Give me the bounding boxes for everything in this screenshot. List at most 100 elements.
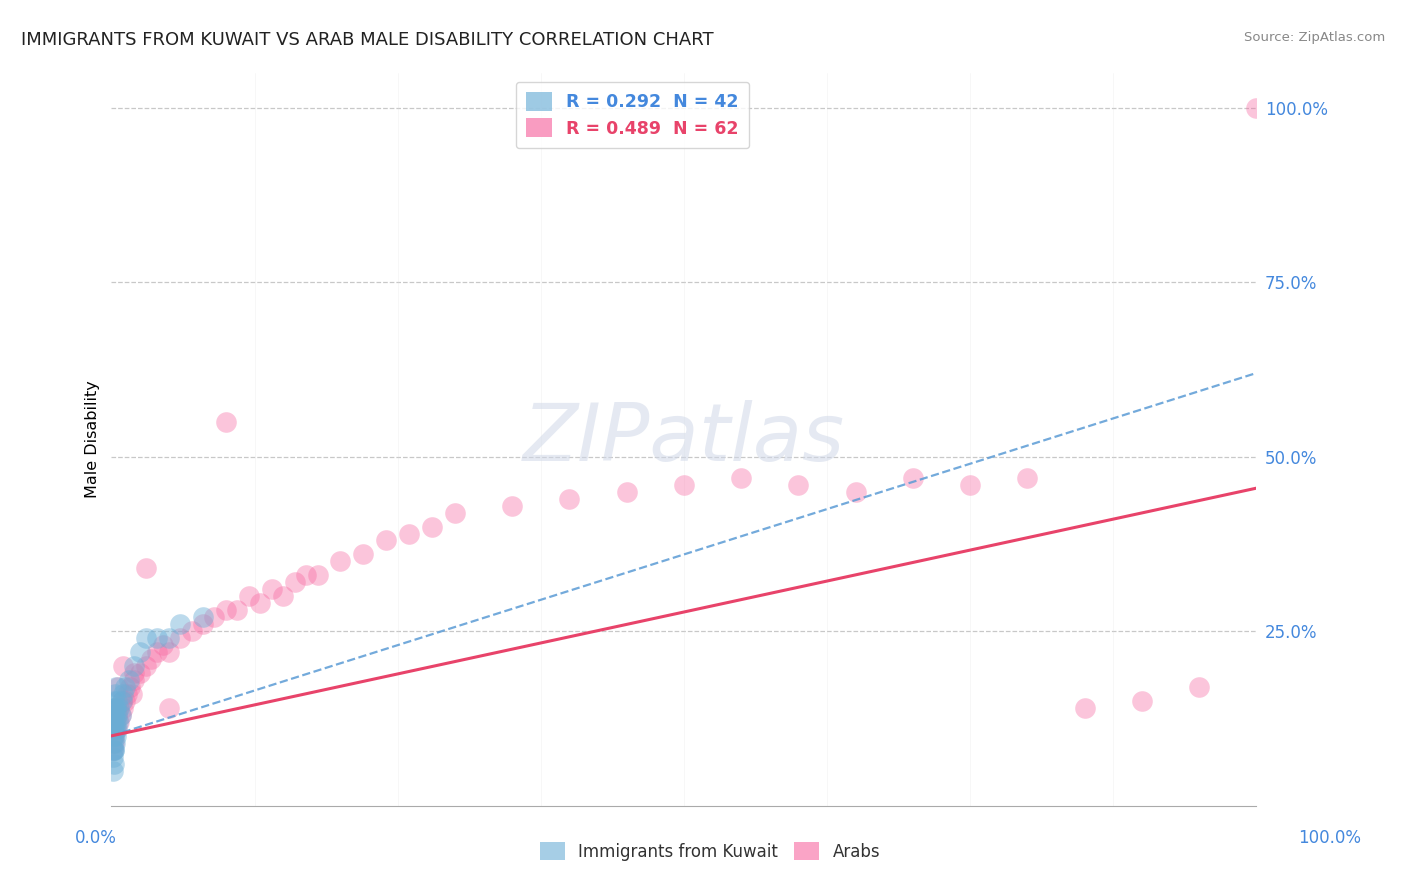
Point [616, 484, 638, 499]
Point [103, 714, 125, 729]
Point [215, 415, 238, 429]
Point [135, 631, 157, 645]
Text: 100.0%: 100.0% [1299, 829, 1361, 847]
Text: IMMIGRANTS FROM KUWAIT VS ARAB MALE DISABILITY CORRELATION CHART: IMMIGRANTS FROM KUWAIT VS ARAB MALE DISA… [21, 31, 714, 49]
Point [111, 694, 134, 708]
Point [146, 645, 169, 659]
Legend: R = 0.292  N = 42, R = 0.489  N = 62: R = 0.292 N = 42, R = 0.489 N = 62 [516, 82, 749, 148]
Point [105, 722, 128, 736]
Point [101, 729, 124, 743]
Point [135, 561, 157, 575]
Point [124, 659, 146, 673]
Point [111, 694, 134, 708]
Point [249, 596, 271, 610]
Point [107, 714, 129, 729]
Point [238, 590, 260, 604]
Point [420, 519, 443, 533]
Point [105, 707, 128, 722]
Point [558, 491, 581, 506]
Point [1188, 680, 1211, 694]
Point [135, 659, 157, 673]
Point [104, 729, 127, 743]
Point [295, 568, 318, 582]
Point [157, 645, 180, 659]
Point [124, 666, 146, 681]
Point [105, 694, 128, 708]
Point [103, 736, 125, 750]
Point [101, 764, 124, 778]
Legend: Immigrants from Kuwait, Arabs: Immigrants from Kuwait, Arabs [533, 836, 887, 868]
Point [129, 666, 152, 681]
Point [284, 575, 307, 590]
Point [111, 659, 134, 673]
Point [103, 729, 125, 743]
Point [117, 687, 139, 701]
Point [352, 548, 374, 562]
Point [107, 680, 129, 694]
Point [307, 568, 329, 582]
Point [104, 707, 127, 722]
Point [169, 631, 191, 645]
Point [104, 701, 127, 715]
Point [329, 554, 352, 568]
Point [129, 645, 152, 659]
Point [215, 603, 238, 617]
Point [104, 687, 127, 701]
Point [103, 743, 125, 757]
Point [104, 736, 127, 750]
Y-axis label: Male Disability: Male Disability [86, 380, 100, 499]
Point [101, 714, 124, 729]
Point [104, 701, 127, 715]
Point [114, 694, 136, 708]
Point [398, 526, 420, 541]
Point [204, 610, 226, 624]
Point [787, 477, 810, 491]
Point [110, 707, 132, 722]
Point [375, 533, 398, 548]
Point [191, 617, 214, 632]
Point [271, 590, 294, 604]
Point [730, 471, 752, 485]
Point [101, 743, 124, 757]
Point [105, 707, 128, 722]
Point [121, 687, 143, 701]
Point [103, 756, 125, 771]
Point [103, 722, 125, 736]
Point [104, 714, 127, 729]
Point [1073, 701, 1095, 715]
Point [141, 652, 163, 666]
Text: 0.0%: 0.0% [75, 829, 117, 847]
Point [104, 680, 127, 694]
Point [180, 624, 202, 639]
Point [103, 694, 125, 708]
Point [901, 471, 924, 485]
Point [103, 743, 125, 757]
Point [110, 707, 132, 722]
Point [108, 701, 131, 715]
Point [1130, 694, 1153, 708]
Point [959, 477, 981, 491]
Point [101, 722, 124, 736]
Point [152, 638, 174, 652]
Point [117, 673, 139, 687]
Point [124, 673, 146, 687]
Point [226, 603, 249, 617]
Point [157, 701, 180, 715]
Point [101, 743, 124, 757]
Point [111, 687, 134, 701]
Point [107, 701, 129, 715]
Point [101, 736, 124, 750]
Point [104, 701, 127, 715]
Point [114, 680, 136, 694]
Point [118, 680, 141, 694]
Point [103, 707, 125, 722]
Point [501, 499, 523, 513]
Point [845, 484, 868, 499]
Point [104, 714, 127, 729]
Point [191, 610, 214, 624]
Point [444, 506, 467, 520]
Point [101, 749, 124, 764]
Point [157, 631, 180, 645]
Point [672, 477, 695, 491]
Point [103, 701, 125, 715]
